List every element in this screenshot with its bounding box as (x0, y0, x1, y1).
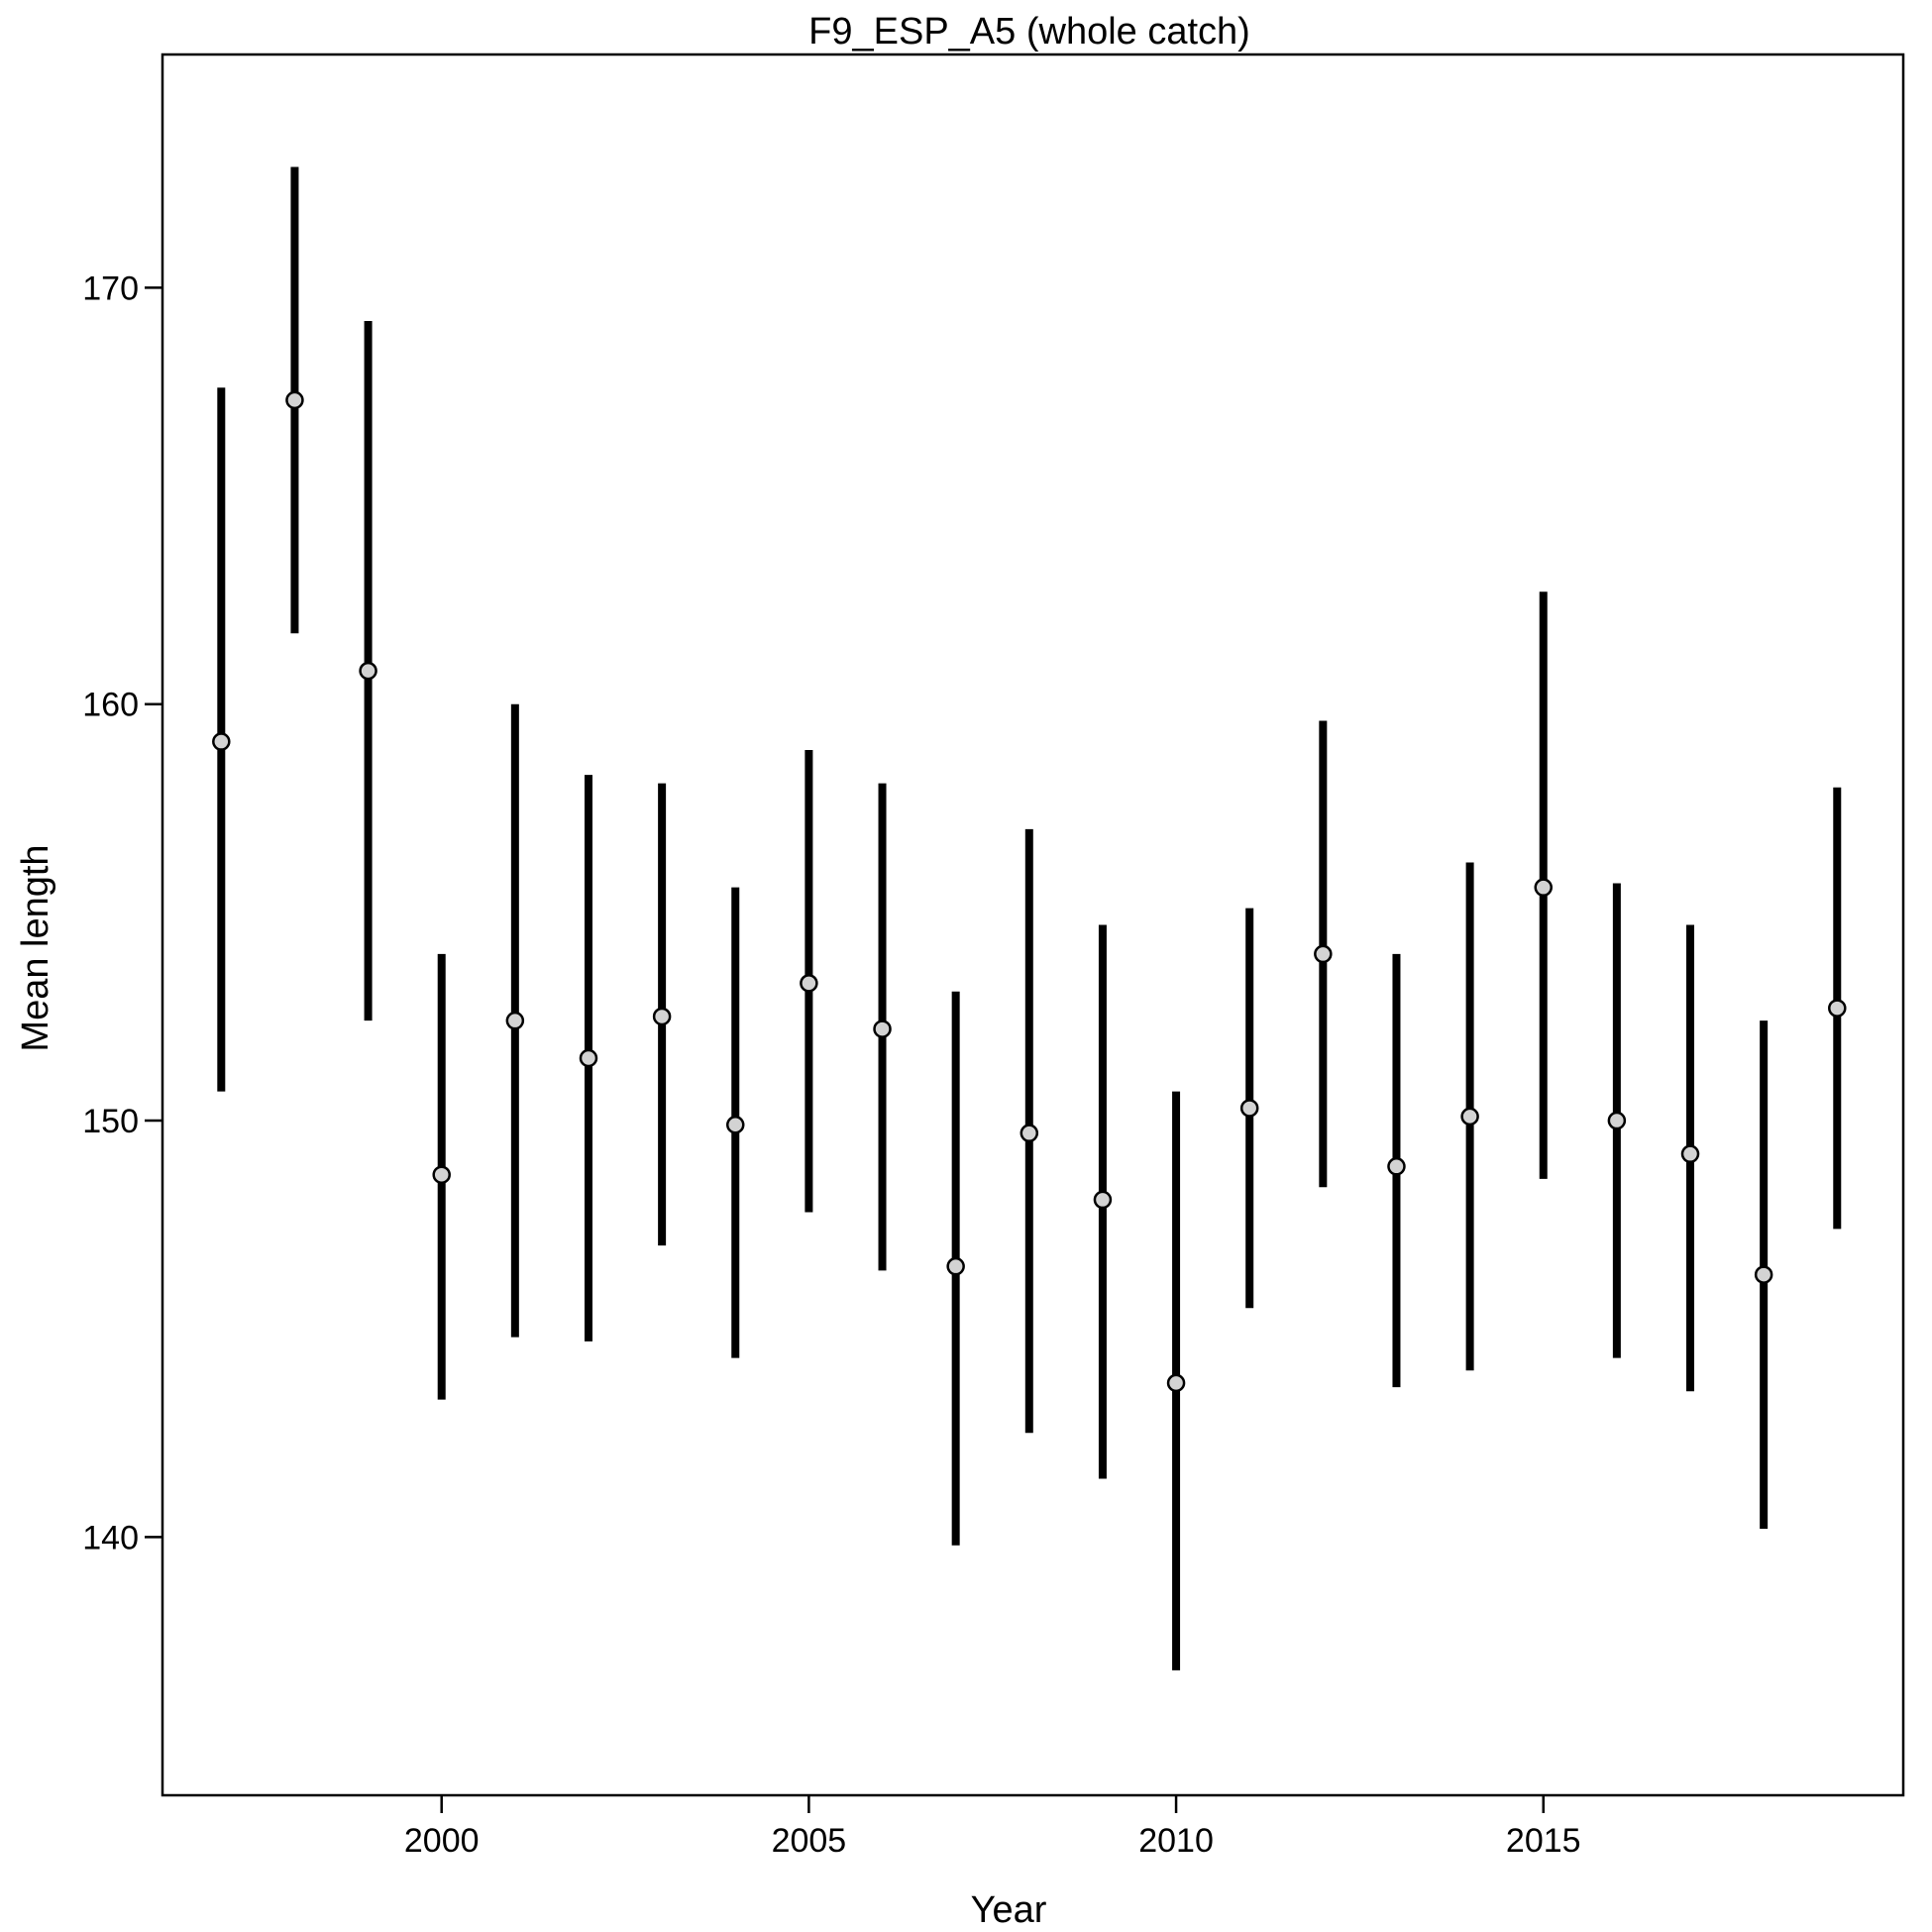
x-tick-label: 2015 (1506, 1822, 1581, 1860)
x-tick-label: 2000 (404, 1822, 480, 1860)
mean-point (505, 1011, 525, 1030)
y-axis: 140 150 160 170 (82, 269, 162, 1556)
mean-point (432, 1165, 451, 1184)
mean-point (873, 1020, 892, 1038)
mean-point (1828, 999, 1847, 1018)
mean-point (212, 732, 231, 751)
mean-point (1093, 1190, 1113, 1210)
x-tick-label: 2005 (772, 1822, 847, 1860)
y-tick-label: 170 (82, 269, 139, 307)
mean-point (1166, 1373, 1186, 1393)
mean-point (652, 1007, 672, 1026)
mean-point (285, 390, 304, 410)
mean-point (726, 1116, 745, 1134)
x-axis-label: Year (971, 1889, 1047, 1931)
data-points (212, 390, 1847, 1393)
y-tick-label: 140 (82, 1519, 139, 1556)
mean-point (946, 1256, 965, 1276)
mean-point (1314, 944, 1333, 964)
y-axis-label: Mean length (15, 844, 56, 1051)
mean-point (1387, 1157, 1406, 1176)
mean-point (1680, 1144, 1700, 1163)
mean-point (579, 1048, 598, 1068)
x-axis: 2000 2005 2010 2015 (404, 1795, 1581, 1860)
mean-point (359, 661, 377, 681)
plot-frame (161, 53, 1905, 1797)
mean-point (1239, 1099, 1259, 1118)
mean-point (1534, 878, 1553, 897)
mean-point (1754, 1265, 1773, 1284)
chart-title: F9_ESP_A5 (whole catch) (808, 11, 1250, 53)
x-tick-label: 2010 (1138, 1822, 1214, 1860)
mean-point (1460, 1107, 1479, 1127)
mean-point (1020, 1124, 1039, 1142)
y-tick-label: 150 (82, 1103, 139, 1140)
error-bars (217, 166, 1842, 1670)
mean-point (1607, 1111, 1627, 1130)
mean-point (800, 974, 818, 993)
y-tick-label: 160 (82, 687, 139, 724)
